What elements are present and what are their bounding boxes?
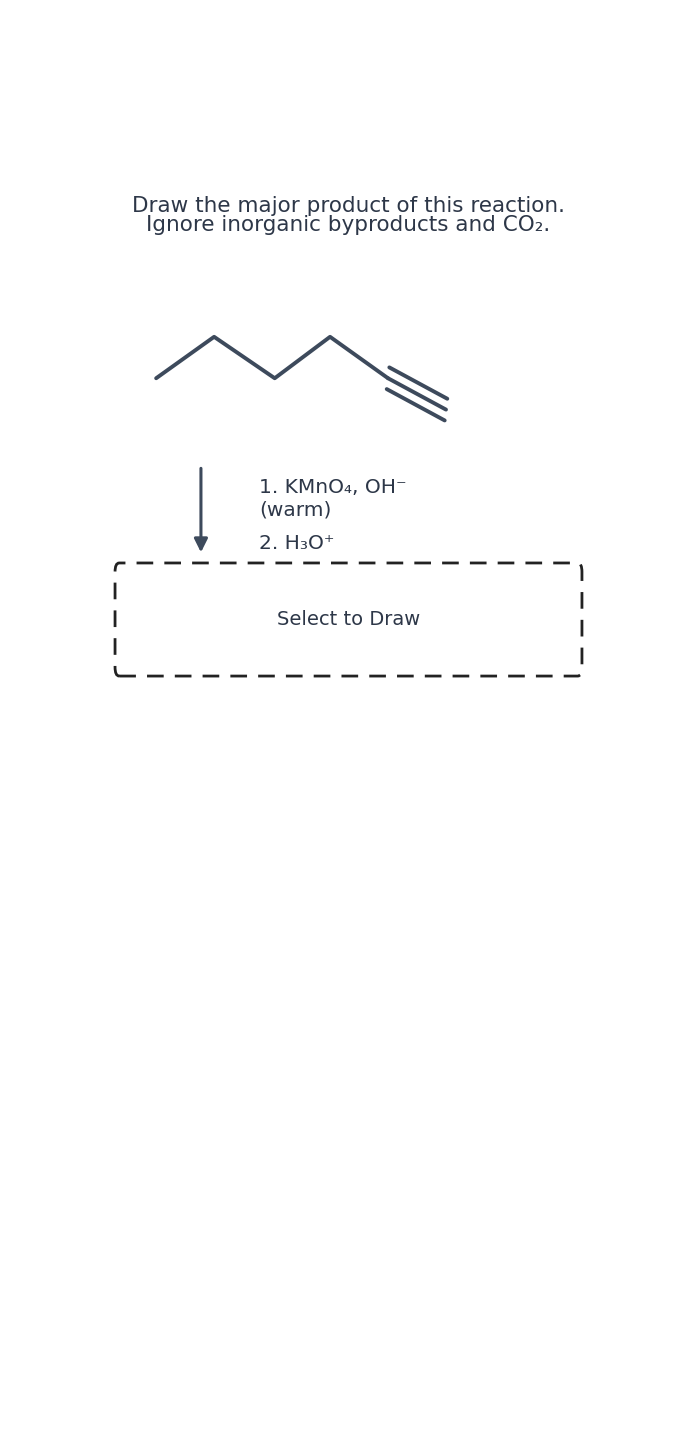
Text: Select to Draw: Select to Draw: [277, 611, 420, 630]
Text: Ignore inorganic byproducts and CO₂.: Ignore inorganic byproducts and CO₂.: [146, 215, 551, 236]
Text: 1. KMnO₄, OH⁻: 1. KMnO₄, OH⁻: [259, 478, 407, 497]
Text: 2. H₃O⁺: 2. H₃O⁺: [259, 535, 335, 554]
Text: Draw the major product of this reaction.: Draw the major product of this reaction.: [132, 196, 565, 215]
Text: (warm): (warm): [259, 500, 331, 521]
